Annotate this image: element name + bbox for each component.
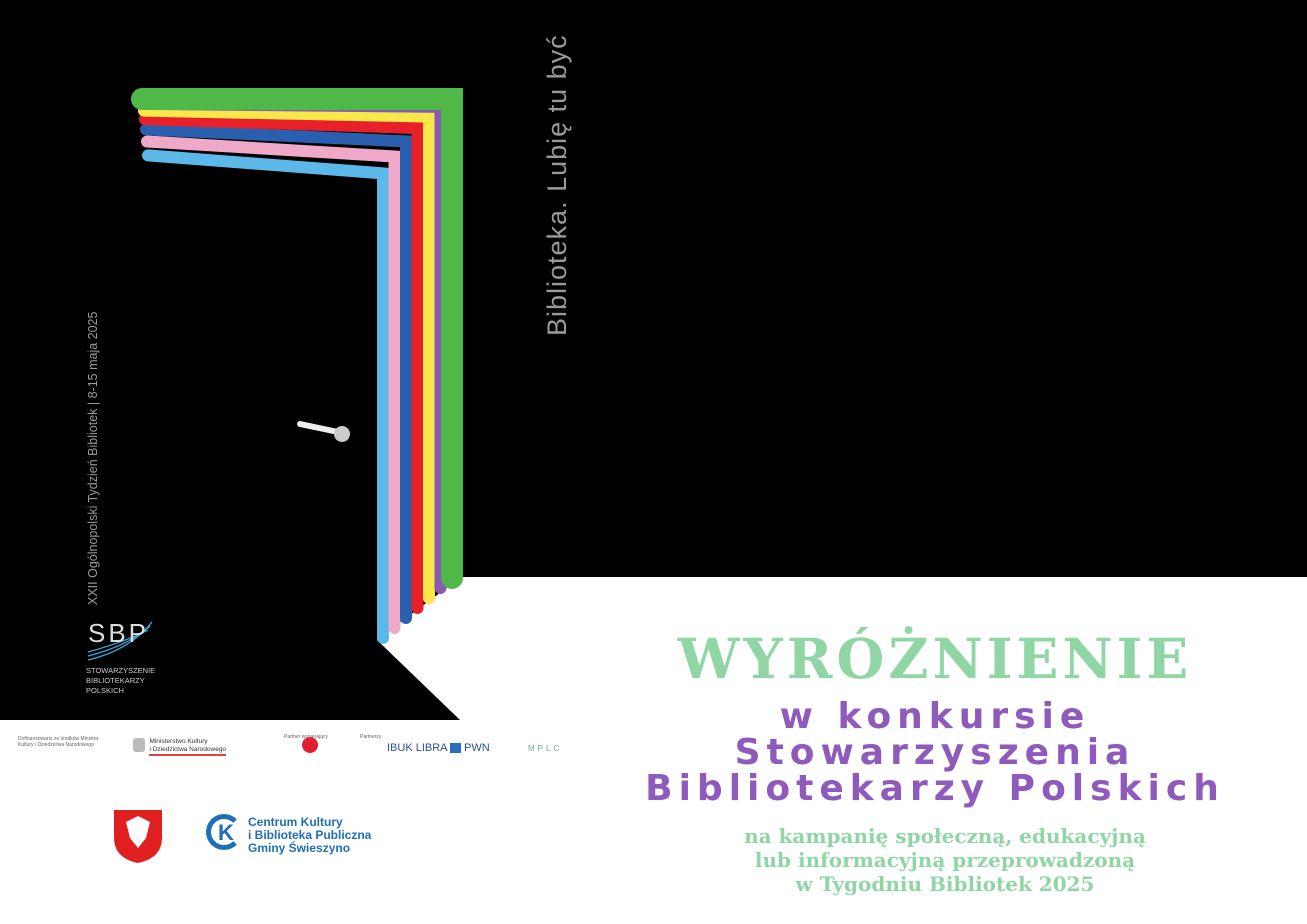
ck-logo-icon: K — [206, 810, 246, 856]
slogan: Biblioteka. Lubię tu być — [542, 34, 572, 336]
funding-note: Dofinansowano ze środków Ministra Kultur… — [18, 736, 99, 748]
eagle-icon — [133, 738, 145, 752]
door-stripe — [138, 104, 435, 604]
pwn-icon — [449, 743, 461, 754]
door-stripe — [131, 88, 463, 589]
award-line-3: Bibliotekarzy Polskich — [645, 768, 1225, 809]
ck-name: Centrum Kultury i Biblioteka Publiczna G… — [248, 815, 372, 855]
partners-label: Partnerzy — [360, 734, 382, 740]
award-title: WYRÓŻNIENIE — [677, 626, 1193, 691]
door-stripe — [139, 113, 424, 614]
door-stripe — [141, 135, 401, 634]
ibuk-pwn-logo: IBUK LIBRA PWN — [387, 742, 490, 754]
sbp-name: STOWARZYSZENIE BIBLIOTEKARZY POLSKICH — [86, 666, 156, 695]
award-line-2: Stowarzyszenia — [734, 732, 1136, 773]
ministry-logo: Ministerstwo Kultury i Dziedzictwa Narodo… — [133, 738, 227, 756]
sbp-swoosh — [87, 621, 153, 661]
award-line-1: w konkursie — [779, 696, 1091, 737]
door-stripe — [142, 149, 389, 644]
partner-logo — [302, 737, 318, 753]
door-stripe — [140, 123, 412, 624]
mplc-logo: MPLC — [528, 744, 563, 753]
event-title: XXII Ogólnopolski Tydzień Bibliotek | 8-… — [86, 311, 100, 605]
award-description: na kampanię społeczną, edukacyjną lub in… — [744, 824, 1146, 896]
coat-of-arms-icon — [114, 810, 162, 863]
sbp-logo: SBP — [88, 618, 150, 648]
